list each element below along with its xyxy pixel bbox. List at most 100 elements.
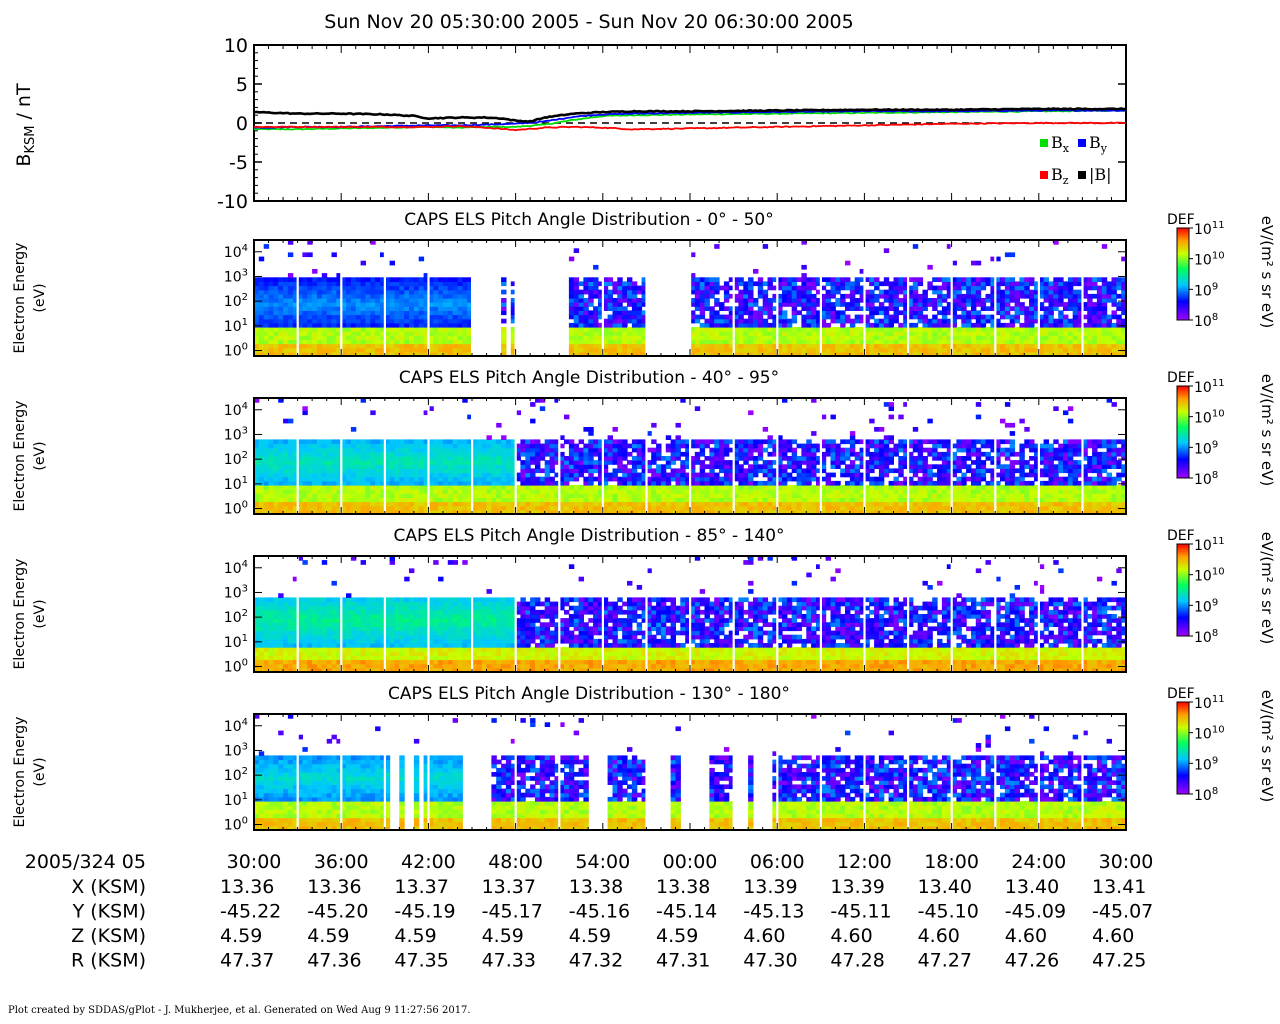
spectrogram-cell: [583, 485, 589, 490]
spectrogram-cell: [501, 347, 507, 353]
spectrogram-cell: [946, 339, 953, 345]
spectrogram-cell: [297, 343, 303, 349]
spectrogram-cell: [690, 464, 696, 469]
spectrogram-cell: [520, 493, 526, 498]
spectrogram-cell: [762, 351, 769, 357]
spectrogram-cell: [544, 505, 551, 511]
spectrogram-cell: [317, 501, 323, 507]
spectrogram-cell: [820, 293, 827, 299]
spectrogram-cell: [559, 476, 565, 482]
spectrogram-cell: [694, 472, 701, 478]
spectrogram-cell: [491, 464, 497, 469]
spectrogram-cell: [651, 493, 657, 498]
spectrogram-cell: [830, 289, 836, 295]
spectrogram-cell: [423, 509, 429, 515]
spectrogram-cell: [767, 443, 773, 449]
spectrogram-cell: [753, 439, 759, 445]
spectrogram-cell: [1009, 331, 1016, 336]
spectrogram-cell: [903, 335, 909, 340]
mag-series-bz: [253, 121, 1127, 132]
spectrogram-cell: [331, 351, 337, 357]
spectrogram-cell: [598, 489, 604, 494]
spectrogram-cell: [336, 472, 342, 478]
spectrogram-cell: [636, 464, 643, 469]
spectrogram-cell: [389, 480, 395, 486]
spectrogram-cell: [782, 343, 788, 349]
spectrogram-cell: [341, 505, 347, 511]
spectrogram-cell: [423, 468, 429, 474]
spectrogram-cell: [927, 302, 933, 307]
spectrogram-cell: [307, 240, 313, 245]
spectrogram-cell: [1024, 339, 1030, 345]
spectrogram-cell: [791, 298, 798, 303]
spectrogram-cell: [307, 480, 313, 486]
spectrogram-cell: [738, 331, 744, 336]
spectrogram-cell: [602, 468, 609, 474]
spectrogram-cell: [869, 314, 875, 320]
spectrogram-cell: [365, 464, 371, 469]
spectrogram-cell: [627, 501, 633, 507]
spectrogram-cell: [268, 476, 274, 482]
spectrogram-cell: [767, 501, 773, 507]
spectrogram-cell: [1029, 289, 1035, 295]
spectrogram-cell: [811, 277, 817, 282]
spectrogram-cell: [476, 443, 483, 449]
spectrogram-cell: [510, 306, 517, 311]
spectrogram-cell: [612, 339, 618, 345]
spectrogram-cell: [583, 427, 589, 432]
spectrogram-cell: [757, 497, 764, 503]
spectrogram-cell: [355, 493, 362, 498]
spectrogram-cell: [438, 322, 444, 328]
spectrogram-cell: [694, 289, 701, 295]
spectrogram-cell: [961, 306, 967, 311]
spectrogram-cell: [413, 306, 420, 311]
spectrogram-cell: [365, 501, 371, 507]
spectrogram-cell: [297, 447, 303, 453]
spectrogram-cell: [442, 451, 449, 457]
spectrogram-cell: [748, 327, 754, 332]
spectrogram-cell: [312, 497, 318, 503]
spectrogram-cell: [486, 464, 492, 469]
spectrogram-cell: [346, 314, 352, 320]
spectrogram-cell: [622, 464, 628, 469]
spectrogram-cell: [1101, 335, 1108, 340]
spectrogram-cell: [593, 306, 599, 311]
spectrogram-cell: [743, 489, 749, 494]
spectrogram-cell: [404, 505, 410, 511]
spectrogram-cell: [346, 447, 352, 453]
spectrogram-cell: [1111, 302, 1117, 307]
spectrogram-cell: [258, 306, 265, 311]
spectrogram-cell: [287, 252, 294, 258]
spectrogram-cell: [321, 443, 328, 449]
spectrogram-cell: [515, 493, 521, 498]
spectrogram-cell: [399, 489, 405, 494]
spectrogram-cell: [442, 497, 449, 503]
spectrogram-cell: [287, 277, 294, 282]
spectrogram-cell: [1058, 347, 1064, 353]
spectrogram-cell: [694, 406, 701, 411]
spectrogram-cell: [694, 497, 701, 503]
spectrogram-cell: [1092, 327, 1098, 332]
spectrogram-cell: [757, 277, 764, 282]
legend-swatch-bz: [1040, 171, 1048, 179]
spectrogram-cell: [738, 505, 744, 511]
spectrogram-cell: [394, 285, 400, 291]
spectrogram-cell: [263, 244, 270, 249]
spectrogram-cell: [1121, 302, 1127, 307]
spectrogram-cell: [472, 468, 478, 474]
spectrogram-cell: [588, 289, 594, 295]
spectrogram-cell: [413, 298, 420, 303]
spectrogram-cell: [995, 339, 1001, 345]
spectrogram-cell: [447, 460, 454, 465]
spectrogram-cell: [399, 347, 405, 353]
spectrogram-cell: [709, 335, 715, 340]
spectrogram-cell: [525, 505, 531, 511]
spectrogram-cell: [1111, 343, 1117, 349]
spectrogram-cell: [278, 489, 284, 494]
spectrogram-cell: [748, 335, 754, 340]
spectrogram-cell: [617, 485, 623, 490]
spectrogram-cell: [278, 509, 284, 515]
spectrogram-cell: [990, 293, 996, 299]
spectrogram-cell: [350, 327, 357, 332]
spectrogram-cell: [321, 285, 328, 291]
